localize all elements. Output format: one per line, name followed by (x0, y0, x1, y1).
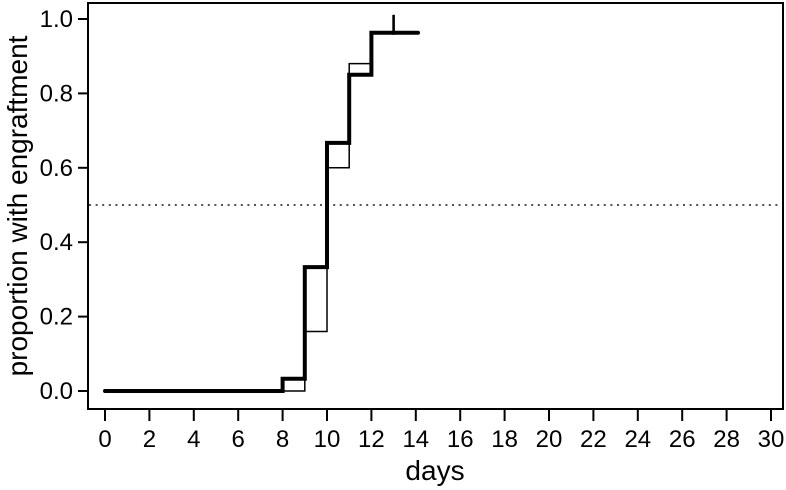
x-tick-label-22: 22 (580, 426, 607, 453)
x-tick-label-10: 10 (314, 426, 341, 453)
x-tick-label-4: 4 (187, 426, 200, 453)
chart-layer: 0 2 4 6 8 10 12 14 16 18 20 22 24 26 28 300.00.20.40.60… (40, 2, 785, 453)
y-tick-label-1.0: 1.0 (40, 6, 73, 33)
x-tick-label-6: 6 (232, 426, 245, 453)
y-tick-label-0.4: 0.4 (40, 229, 73, 256)
y-tick-label-0.0: 0.0 (40, 378, 73, 405)
x-tick-label-8: 8 (276, 426, 289, 453)
x-tick-label-12: 12 (358, 426, 385, 453)
x-tick-label-14: 14 (402, 426, 429, 453)
y-axis-label: proportion with engraftment (2, 35, 33, 376)
y-tick-label-0.8: 0.8 (40, 80, 73, 107)
x-tick-label-16: 16 (447, 426, 474, 453)
curve-thick-step-estimate (103, 30, 420, 393)
x-tick-label-20: 20 (536, 426, 563, 453)
y-tick-label-0.2: 0.2 (40, 304, 73, 331)
x-axis-label: days (405, 455, 464, 486)
plot-box (87, 2, 784, 410)
x-tick-label-0: 0 (98, 426, 111, 453)
x-tick-label-28: 28 (713, 426, 740, 453)
x-tick-label-2: 2 (143, 426, 156, 453)
y-tick-label-0.6: 0.6 (40, 155, 73, 182)
x-tick-label-18: 18 (491, 426, 518, 453)
x-tick-label-26: 26 (669, 426, 696, 453)
x-tick-label-24: 24 (624, 426, 651, 453)
curve-thin-step-estimate (104, 32, 415, 392)
x-tick-label-30: 30 (758, 426, 785, 453)
